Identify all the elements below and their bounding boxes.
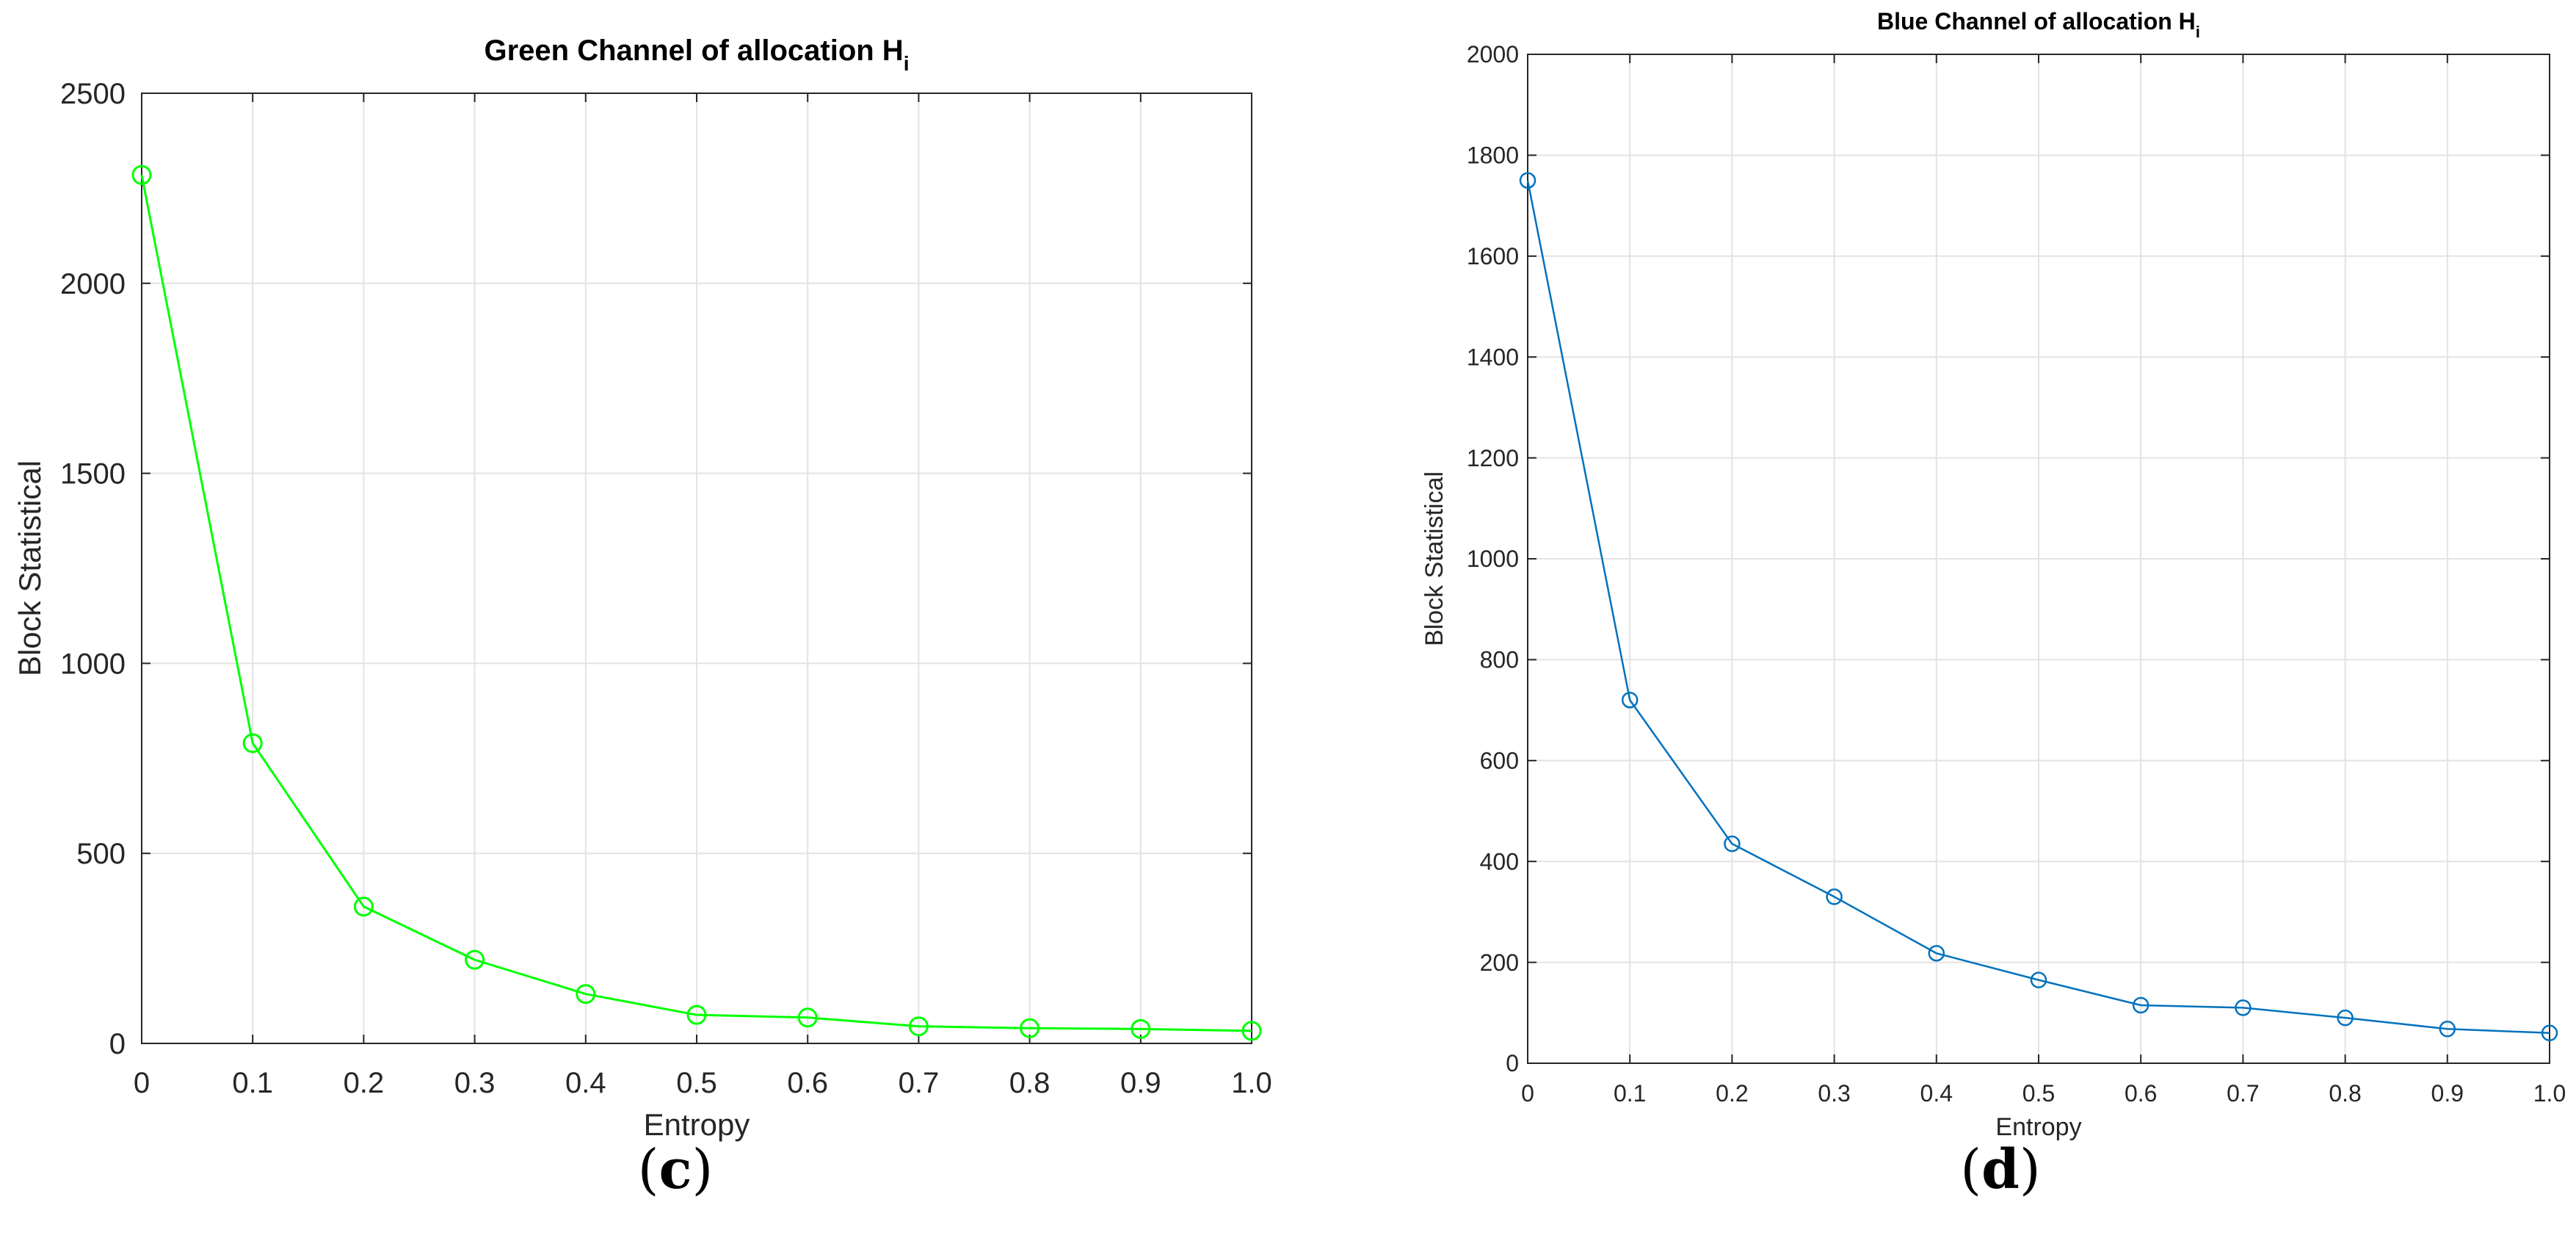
chart-title-subscript: i bbox=[2196, 23, 2200, 41]
x-tick-label: 0.3 bbox=[454, 1067, 496, 1099]
y-tick-label: 200 bbox=[1480, 949, 1519, 976]
x-tick-label: 1.0 bbox=[1231, 1067, 1272, 1099]
y-tick-label: 1000 bbox=[60, 648, 126, 680]
data-point-marker bbox=[353, 897, 374, 917]
y-axis-label: Block Statistical bbox=[1421, 471, 1448, 646]
data-point-marker bbox=[465, 949, 485, 970]
x-tick-label: 0.8 bbox=[2329, 1080, 2361, 1107]
panel-label-c: (c) bbox=[637, 1138, 714, 1201]
y-tick-label: 600 bbox=[1480, 747, 1519, 774]
x-tick-label: 0.7 bbox=[899, 1067, 940, 1099]
x-tick-label: 0.9 bbox=[2431, 1080, 2464, 1107]
y-tick-label: 2000 bbox=[60, 268, 126, 300]
data-point-marker bbox=[1519, 172, 1536, 189]
data-point-marker bbox=[1020, 1018, 1040, 1038]
chart-title-subscript: i bbox=[904, 52, 910, 75]
data-point-marker bbox=[576, 984, 596, 1004]
data-point-marker bbox=[1928, 944, 1945, 962]
y-tick-label: 400 bbox=[1480, 848, 1519, 875]
data-point-marker bbox=[2030, 971, 2047, 988]
x-tick-label: 0.4 bbox=[1920, 1080, 1953, 1107]
panel-label-d-letter: d bbox=[1981, 1138, 2020, 1201]
data-point-marker bbox=[2132, 996, 2149, 1014]
data-point-marker bbox=[1241, 1021, 1262, 1041]
chart-title-text: Green Channel of allocation H bbox=[485, 35, 904, 67]
y-tick-label: 2500 bbox=[60, 78, 126, 110]
data-point-marker bbox=[242, 733, 263, 753]
data-point-marker bbox=[797, 1007, 818, 1028]
x-tick-label: 0.5 bbox=[2022, 1080, 2055, 1107]
x-axis-label: Entropy bbox=[644, 1107, 750, 1142]
data-point-marker bbox=[2541, 1024, 2558, 1042]
y-tick-label: 1000 bbox=[1467, 546, 1519, 572]
x-tick-label: 0.1 bbox=[232, 1067, 273, 1099]
x-tick-label: 0.8 bbox=[1009, 1067, 1051, 1099]
data-point-marker bbox=[131, 164, 152, 185]
chart-green-channel: 0 0.1 0.2 0.3 0.4 0.5 0.6 0.7 0.8 0.9 1.0 0 500 1000 1… bbox=[12, 35, 1272, 1142]
data-point-marker bbox=[2235, 999, 2252, 1016]
data-point-marker bbox=[686, 1004, 707, 1025]
y-tick-label: 1600 bbox=[1467, 243, 1519, 269]
panel-label-d: (d) bbox=[1960, 1138, 2041, 1201]
x-tick-label: 0.5 bbox=[676, 1067, 717, 1099]
y-axis-label: Block Statistical bbox=[12, 460, 47, 676]
chart-title: Green Channel of allocation Hi bbox=[485, 35, 910, 75]
x-tick-label: 1.0 bbox=[2533, 1080, 2566, 1107]
data-point-marker bbox=[1826, 888, 1843, 905]
data-point-marker bbox=[2439, 1021, 2456, 1038]
y-tick-label: 0 bbox=[109, 1028, 126, 1060]
data-point-marker bbox=[1724, 835, 1741, 853]
data-point-marker bbox=[1131, 1018, 1151, 1039]
y-tick-label: 1200 bbox=[1467, 445, 1519, 471]
series-line bbox=[1526, 180, 2550, 1035]
y-tick-label: 500 bbox=[76, 838, 126, 870]
x-tick-label: 0.9 bbox=[1120, 1067, 1161, 1099]
series-line bbox=[140, 174, 1252, 1032]
y-tick-label: 1400 bbox=[1467, 344, 1519, 370]
y-tick-label: 1800 bbox=[1467, 142, 1519, 169]
panel-label-c-letter: c bbox=[658, 1138, 692, 1201]
y-tick-label: 0 bbox=[1506, 1050, 1519, 1076]
x-tick-label: 0.7 bbox=[2227, 1080, 2259, 1107]
y-tick-label: 1500 bbox=[60, 458, 126, 491]
x-tick-label: 0.3 bbox=[1818, 1080, 1850, 1107]
x-tick-label: 0.4 bbox=[565, 1067, 606, 1099]
y-tick-label: 800 bbox=[1480, 647, 1519, 673]
chart-title-text: Blue Channel of allocation H bbox=[1877, 8, 2196, 35]
x-tick-label: 0.2 bbox=[344, 1067, 385, 1099]
chart-title: Blue Channel of allocation Hi bbox=[1877, 8, 2200, 41]
data-point-marker bbox=[2337, 1009, 2354, 1027]
x-tick-label: 0.2 bbox=[1716, 1080, 1748, 1107]
x-tick-label: 0.6 bbox=[787, 1067, 828, 1099]
data-point-marker bbox=[908, 1016, 929, 1037]
x-tick-label: 0 bbox=[1521, 1080, 1534, 1107]
x-tick-label: 0.6 bbox=[2125, 1080, 2157, 1107]
x-tick-label: 0.1 bbox=[1614, 1080, 1646, 1107]
x-axis-label: Entropy bbox=[1995, 1113, 2081, 1141]
chart-blue-channel: 0 0.1 0.2 0.3 0.4 0.5 0.6 0.7 0.8 0.9 1.0 0 200 400 60… bbox=[1421, 8, 2566, 1141]
data-point-marker bbox=[1621, 692, 1639, 709]
x-tick-label: 0 bbox=[134, 1067, 150, 1099]
y-tick-label: 2000 bbox=[1467, 41, 1519, 68]
